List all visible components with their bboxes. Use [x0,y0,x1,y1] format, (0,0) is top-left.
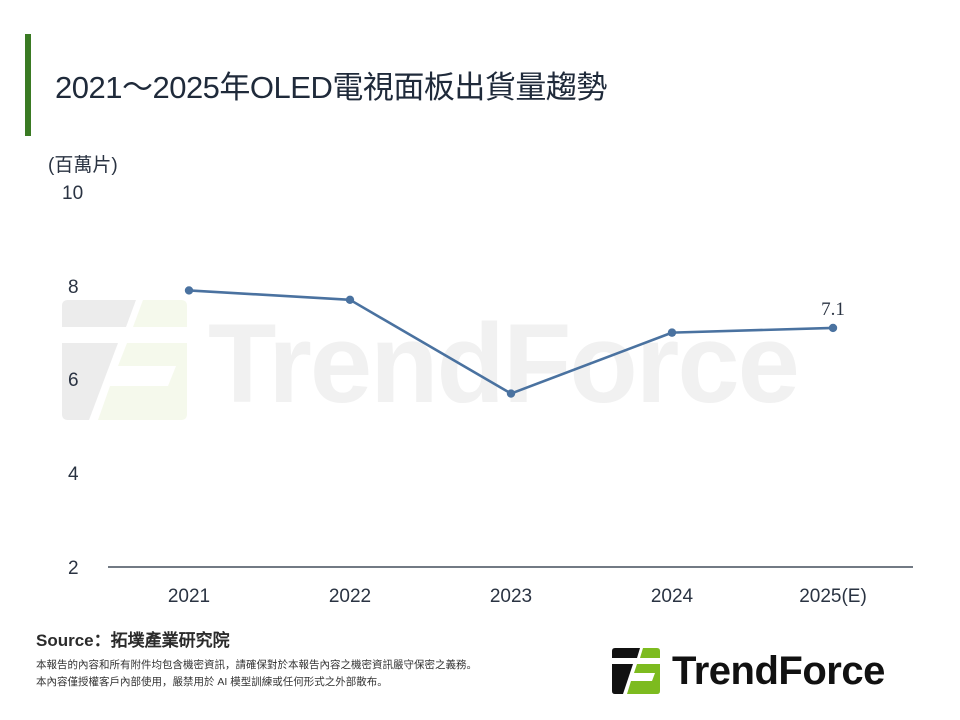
y-axis-unit-label: (百萬片) [48,155,118,176]
trendforce-logo: TrendForce [612,648,885,694]
data-series [184,286,838,398]
disclaimer-line-2: 本內容僅授權客戶內部使用，嚴禁用於 AI 模型訓練或任何形式之外部散布。 [36,676,388,688]
title-accent-bar [25,34,31,136]
y-tick-2: 2 [68,558,79,579]
disclaimer-line-1: 本報告的內容和所有附件均包含機密資訊，請確保對於本報告內容之機密資訊嚴守保密之義… [36,659,477,671]
y-tick-4: 4 [68,464,79,485]
data-point-2025(E) [828,323,838,333]
y-tick-10: 10 [62,183,83,204]
y-axis: 10 8 6 4 2 [62,183,83,579]
data-point-2021 [184,286,194,295]
x-axis: 2021 2022 2023 2024 2025(E) [168,586,867,607]
x-tick-2024: 2024 [651,586,694,607]
trendforce-logo-icon [612,648,660,694]
data-label-2025e: 7.1 [821,299,845,320]
logo-wordmark: TrendForce [672,649,885,693]
x-tick-2023: 2023 [490,586,532,607]
data-point-2022 [345,295,355,305]
source-text: Source：拓墣產業研究院 [36,631,230,650]
chart-title: 2021～2025年OLED電視面板出貨量趨勢 [55,70,607,105]
y-tick-8: 8 [68,277,79,298]
data-point-2024 [667,328,677,337]
watermark-text: TrendForce [208,301,798,426]
y-tick-6: 6 [68,370,79,391]
x-tick-2021: 2021 [168,586,210,607]
watermark-logo-icon [62,300,187,420]
x-tick-2025e: 2025(E) [799,586,867,607]
x-tick-2022: 2022 [329,586,371,607]
data-point-2023 [506,389,516,398]
